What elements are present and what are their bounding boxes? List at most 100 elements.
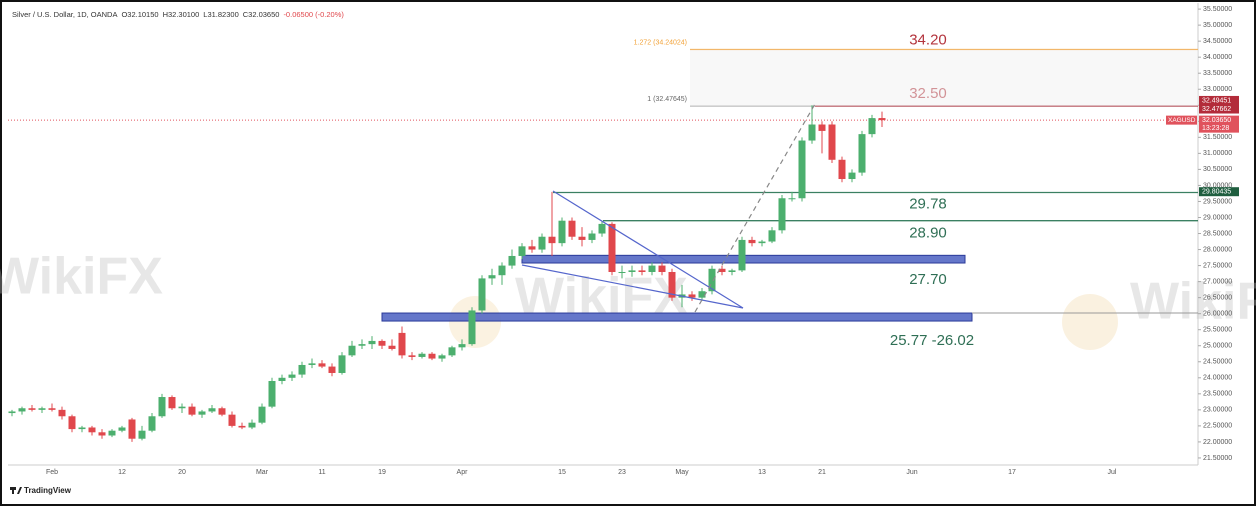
candle-body [698,291,706,298]
candle-body [128,419,136,439]
candle-body [158,397,166,417]
candle-body [38,408,46,410]
candle-body [278,377,286,381]
price-tag-label: 29.80435 [1202,189,1231,196]
ohlc-value: -0.06500 (-0.20%) [283,10,344,19]
candle-body [328,366,336,373]
candle-body [528,246,536,250]
candle-body [558,220,566,244]
candle-body [108,430,116,436]
candle-body [548,236,556,244]
candle-body [658,265,666,272]
candle-body [868,118,876,135]
y-tick-label: 28.50000 [1203,230,1232,237]
candle-body [238,425,246,428]
x-tick-label: 12 [118,469,126,476]
candle-body [578,236,586,240]
y-tick-label: 24.00000 [1203,375,1232,382]
price-tag [1199,95,1239,105]
y-tick-label: 31.50000 [1203,134,1232,141]
candle-body [788,198,796,200]
candle-body [538,236,546,250]
zone-label: 27.70 [909,271,947,288]
candle-body [708,268,716,292]
x-tick-label: 23 [618,469,626,476]
x-tick-label: May [675,469,689,476]
brand: TradingView [24,486,72,495]
y-tick-label: 25.00000 [1203,343,1232,350]
support-zone [381,312,973,322]
candle-body [118,427,126,431]
candle-body [828,124,836,160]
trend-line [552,190,744,309]
candle-body [68,416,76,430]
x-tick-label: 17 [1008,469,1016,476]
level-label: 28.90 [909,225,947,242]
candle-body [848,172,856,180]
fib-band [690,49,1198,107]
ohlc-value: O32.10150 [121,10,158,19]
countdown-label: 13:23:28 [1202,125,1229,132]
candle-body [218,408,226,415]
candle-body [298,364,306,375]
fib-label: 1.272 (34.24024) [634,39,687,46]
y-tick-label: 25.50000 [1203,327,1232,334]
candle-body [818,124,826,131]
candle-body [598,223,606,234]
header: Silver / U.S. Dollar, 1D, OANDA O32.10150… [12,10,344,19]
candle-body [448,347,456,356]
y-tick-label: 24.50000 [1203,359,1232,366]
candle-body [438,355,446,359]
candle-body [518,246,526,256]
candle-body [258,406,266,423]
watermarks: WikiFX WikiFX WikiFX [0,248,1256,350]
candle-body [348,345,356,356]
price-tag [1199,104,1239,114]
candle-body [288,374,296,378]
candle-body [28,408,36,410]
candle-body [738,239,746,271]
x-tick-label: Feb [46,469,58,476]
y-tick-label: 23.00000 [1203,407,1232,414]
fib-label: 1 (32.47645) [647,96,687,103]
candle-body [198,411,206,415]
trend-line [521,264,744,309]
candle-body [768,230,776,242]
candle-body [98,432,106,436]
y-tick-label: 33.50000 [1203,70,1232,77]
candle-body [378,340,386,346]
y-tick-label: 23.50000 [1203,391,1232,398]
y-tick-label: 22.00000 [1203,439,1232,446]
y-tick-label: 31.00000 [1203,150,1232,157]
candle-body [318,363,326,367]
candle-body [758,241,766,244]
candle-body [858,134,866,173]
watermark: WikiFX [1130,273,1256,331]
candle-body [468,310,476,345]
candle-body [88,427,96,433]
candle-body [718,268,726,272]
candle-body [748,239,756,244]
candle-body [878,118,886,121]
candle-body [138,430,146,439]
candle-body [368,340,376,345]
price-tag [1199,187,1239,197]
candle-body [428,353,436,359]
candle-body [208,408,216,412]
y-tick-label: 27.50000 [1203,262,1232,269]
ohlc-value: L31.82300 [203,10,238,19]
candle-body [8,411,16,414]
y-tick-label: 33.00000 [1203,86,1232,93]
candle-body [838,159,846,180]
y-tick-label: 34.00000 [1203,54,1232,61]
x-tick-label: 20 [178,469,186,476]
candle-body [638,270,646,272]
x-tick-label: 11 [318,469,325,476]
x-tick-label: 13 [758,469,766,476]
x-tick-label: 21 [818,469,826,476]
candle-body [808,124,816,141]
x-tick-label: Mar [256,469,269,476]
y-tick-label: 29.50000 [1203,198,1232,205]
x-tick-label: 15 [558,469,566,476]
